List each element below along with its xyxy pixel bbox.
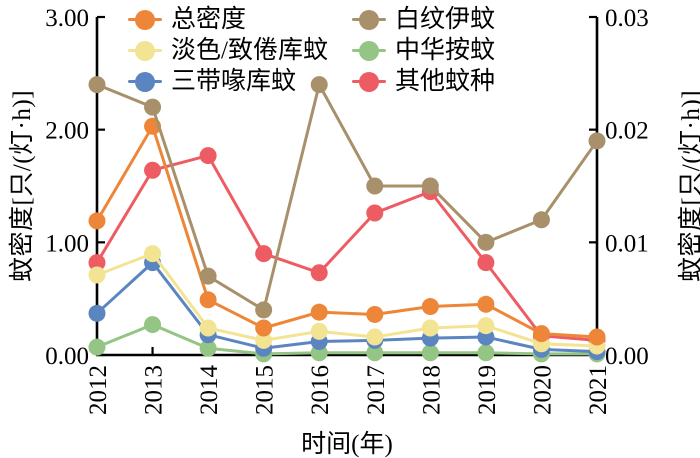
x-tick-label: 2017 <box>363 365 390 415</box>
legend-marker-anopheles-sinensis <box>352 48 386 53</box>
series-aedes-albopictus <box>88 76 606 319</box>
legend-column-1: 总密度 淡色/致倦库蚊 三带喙库蚊 <box>128 4 328 97</box>
data-point-other-species <box>88 254 106 272</box>
x-tick-label: 2020 <box>529 365 556 415</box>
right-tick-label: 0.03 <box>605 5 649 32</box>
x-axis-title: 时间(年) <box>301 431 393 458</box>
right-tick-label: 0.00 <box>605 343 649 370</box>
legend-item-culex-pipiens-quinquefasciatus: 淡色/致倦库蚊 <box>128 35 328 66</box>
data-point-aedes-albopictus <box>366 177 384 195</box>
series-line-total-density <box>95 122 598 339</box>
right-y-axis-title: 蚊密度[只/(灯·h)] <box>678 89 700 283</box>
data-point-anopheles-sinensis <box>199 339 217 357</box>
data-point-total-density <box>88 212 106 230</box>
data-point-aedes-albopictus <box>88 76 106 94</box>
series-culex-pipiens-quinquefasciatus <box>88 245 606 355</box>
data-point-aedes-albopictus <box>199 267 217 285</box>
data-point-aedes-albopictus <box>588 132 606 150</box>
data-point-culex-pipiens-quinquefasciatus <box>199 319 217 337</box>
data-point-aedes-albopictus <box>532 211 550 229</box>
data-point-other-species <box>366 204 384 222</box>
left-tick-label: 2.00 <box>45 118 89 145</box>
series-line-culex-pipiens-quinquefasciatus <box>96 251 598 348</box>
legend-label-total-density: 总密度 <box>171 6 247 33</box>
data-point-total-density <box>310 303 328 321</box>
data-point-aedes-albopictus <box>421 177 439 195</box>
legend-marker-other-species <box>352 79 386 84</box>
data-point-total-density <box>588 328 606 346</box>
series-line-aedes-albopictus <box>96 80 599 313</box>
data-point-aedes-albopictus <box>255 301 273 319</box>
data-point-other-species <box>199 147 217 165</box>
data-point-anopheles-sinensis <box>144 316 162 334</box>
data-point-culex-pipiens-quinquefasciatus <box>421 319 439 337</box>
data-point-other-species <box>310 264 328 282</box>
data-point-aedes-albopictus <box>477 233 495 251</box>
left-axis-ticks: 0.00 1.00 2.00 3.00 <box>45 5 105 370</box>
legend-label-other-species: 其他蚊种 <box>395 68 496 95</box>
legend-label-culex-tritaeniorhynchus: 三带喙库蚊 <box>171 68 297 95</box>
legend-label-anopheles-sinensis: 中华按蚊 <box>395 37 496 64</box>
data-point-other-species <box>477 254 495 272</box>
data-point-other-species <box>255 245 273 263</box>
left-tick-label: 1.00 <box>45 230 89 257</box>
data-point-other-species <box>144 161 162 179</box>
data-point-culex-pipiens-quinquefasciatus <box>255 331 273 349</box>
data-point-culex-pipiens-quinquefasciatus <box>366 328 384 346</box>
legend-label-aedes-albopictus: 白纹伊蚊 <box>395 6 496 33</box>
legend-item-other-species: 其他蚊种 <box>352 66 495 97</box>
legend-item-anopheles-sinensis: 中华按蚊 <box>352 35 495 66</box>
data-point-anopheles-sinensis <box>477 344 495 362</box>
right-axis-ticks: 0.00 0.01 0.02 0.03 <box>589 5 649 370</box>
x-tick-label: 2013 <box>141 365 168 415</box>
x-tick-label: 2014 <box>196 365 223 416</box>
right-tick-label: 0.02 <box>605 118 649 145</box>
data-point-total-density <box>421 298 439 316</box>
data-point-aedes-albopictus <box>144 98 162 116</box>
right-tick-label: 0.01 <box>605 230 649 257</box>
data-point-culex-pipiens-quinquefasciatus <box>310 322 328 340</box>
legend-marker-culex-tritaeniorhynchus <box>128 79 162 84</box>
series-total-density <box>88 117 606 346</box>
x-axis-ticks: 2012 2013 2014 2015 2016 2017 2018 2019 2020 2021 <box>85 347 612 415</box>
x-tick-label: 2016 <box>307 365 334 415</box>
legend-marker-culex-pipiens-quinquefasciatus <box>128 48 162 53</box>
data-point-total-density <box>366 305 384 323</box>
x-tick-label: 2021 <box>585 365 612 415</box>
series-line-culex-tritaeniorhynchus <box>95 260 598 354</box>
legend-label-culex-pipiens-quinquefasciatus: 淡色/致倦库蚊 <box>171 37 328 64</box>
legend-column-2: 白纹伊蚊 中华按蚊 其他蚊种 <box>352 4 495 97</box>
data-point-total-density <box>477 295 495 313</box>
data-point-anopheles-sinensis <box>421 344 439 362</box>
data-point-culex-pipiens-quinquefasciatus <box>88 266 106 284</box>
left-tick-label: 3.00 <box>45 5 89 32</box>
data-point-culex-tritaeniorhynchus <box>88 304 106 322</box>
legend-item-aedes-albopictus: 白纹伊蚊 <box>352 4 495 35</box>
series-other-species <box>88 147 606 349</box>
legend-marker-aedes-albopictus <box>352 17 386 22</box>
data-point-anopheles-sinensis <box>88 338 106 356</box>
data-point-culex-pipiens-quinquefasciatus <box>144 245 162 263</box>
left-tick-label: 0.00 <box>45 343 89 370</box>
data-point-culex-pipiens-quinquefasciatus <box>477 317 495 335</box>
legend-marker-total-density <box>128 17 162 22</box>
series-line-anopheles-sinensis <box>96 322 597 356</box>
x-tick-label: 2012 <box>85 365 112 415</box>
data-point-total-density <box>532 325 550 343</box>
data-point-aedes-albopictus <box>310 76 328 94</box>
series-line-other-species <box>95 153 598 342</box>
legend-item-culex-tritaeniorhynchus: 三带喙库蚊 <box>128 66 328 97</box>
x-tick-label: 2019 <box>474 365 501 415</box>
data-point-total-density <box>255 319 273 337</box>
data-point-total-density <box>199 291 217 309</box>
x-tick-label: 2015 <box>252 365 279 415</box>
left-y-axis-title: 蚊密度[只/(灯·h)] <box>9 89 36 283</box>
data-point-anopheles-sinensis <box>366 344 384 362</box>
x-tick-label: 2018 <box>418 365 445 415</box>
legend-item-total-density: 总密度 <box>128 4 328 35</box>
